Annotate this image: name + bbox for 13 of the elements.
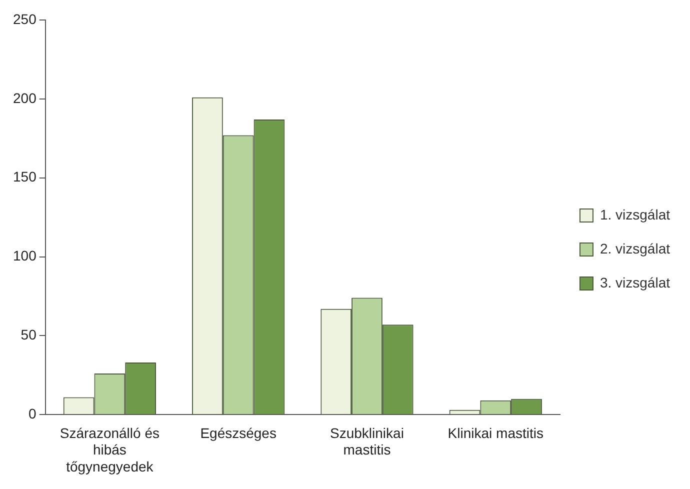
y-tick-label: 100 <box>13 248 37 264</box>
y-tick-label: 0 <box>28 405 37 422</box>
y-tick-label: 200 <box>13 90 37 106</box>
legend-label: 2. vizsgálat <box>600 240 670 256</box>
y-tick-label: 150 <box>13 168 37 185</box>
x-tick-label: Klinikai mastitis <box>448 424 544 441</box>
legend-label: 1. vizsgálat <box>600 206 670 222</box>
y-tick-label: 250 <box>13 10 37 27</box>
y-tick-label: 50 <box>20 326 37 343</box>
x-tick-label: Szárazonálló és hibás tőgynegyedek <box>60 424 160 474</box>
legend-label: 3. vizsgálat <box>600 274 670 290</box>
x-tick-label: Szubklinikai mastitis <box>330 424 404 458</box>
x-tick-label: Egészséges <box>200 424 276 441</box>
